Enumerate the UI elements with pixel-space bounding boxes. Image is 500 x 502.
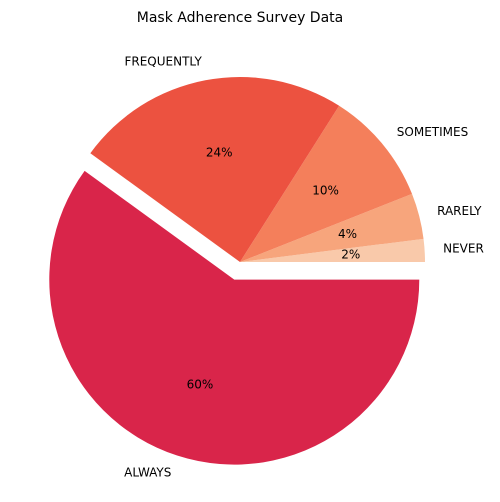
labels-layer: NEVER 2% RARELY 4% SOMETIMES 10% FREQUENTLY 24%… [124, 55, 484, 480]
slice-label-never: NEVER [443, 242, 484, 256]
pie-slice-always [49, 170, 420, 465]
slice-pct-never: 2% [341, 248, 360, 262]
pie-slice-never [240, 238, 425, 262]
slice-pct-rarely: 4% [338, 227, 357, 241]
pie-slice-sometimes [240, 105, 413, 262]
slice-label-frequently: FREQUENTLY [124, 55, 202, 69]
slice-pct-always: 60% [187, 378, 214, 392]
slice-pct-frequently: 24% [206, 145, 233, 159]
slice-label-rarely: RARELY [437, 204, 482, 218]
pie-slice-rarely [240, 193, 424, 262]
pie-slice-frequently [90, 76, 340, 262]
chart-title: Mask Adherence Survey Data [137, 10, 344, 26]
slices-layer [49, 76, 425, 465]
slice-label-sometimes: SOMETIMES [397, 125, 468, 139]
slice-label-always: ALWAYS [124, 466, 171, 480]
slice-pct-sometimes: 10% [312, 184, 339, 198]
